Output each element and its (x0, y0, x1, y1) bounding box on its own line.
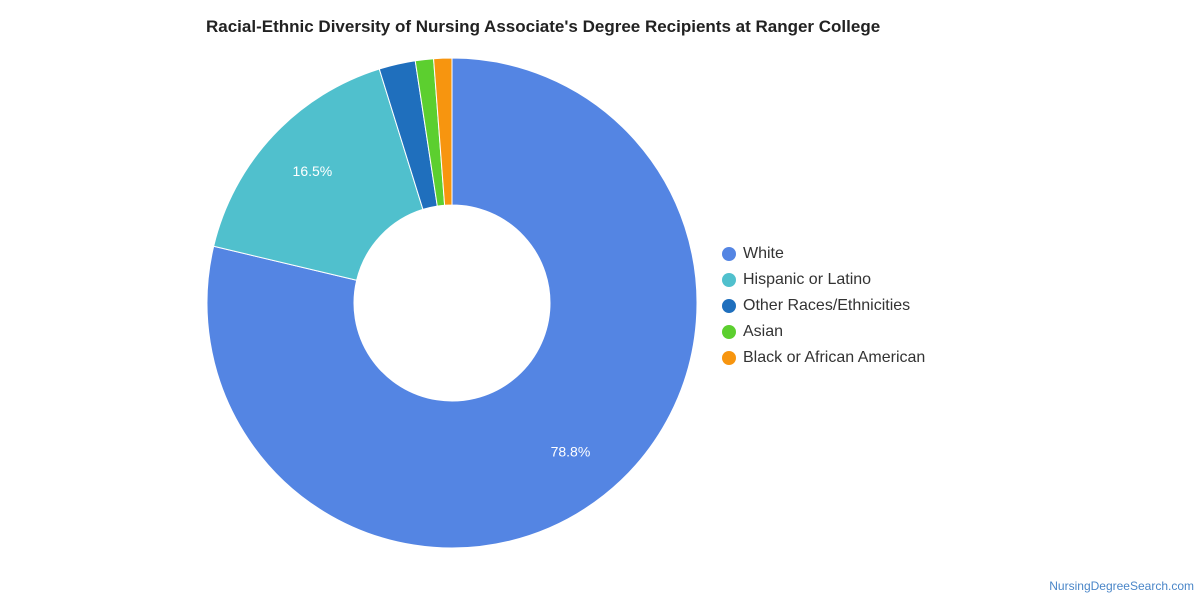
legend-swatch (722, 273, 736, 287)
legend-label: Hispanic or Latino (743, 271, 872, 288)
slice-white[interactable] (206, 57, 698, 549)
legend-label: Asian (743, 323, 784, 340)
legend-item[interactable]: Asian (722, 319, 925, 345)
legend-label: Other Races/Ethnicities (743, 297, 911, 314)
legend-item[interactable]: Hispanic or Latino (722, 267, 925, 293)
legend-swatch (722, 247, 736, 261)
legend-item[interactable]: Black or African American (722, 345, 925, 371)
data-label: 16.5% (293, 163, 333, 179)
legend-label: White (743, 245, 784, 262)
chart-legend: White Hispanic or Latino Other Races/Ethni… (722, 241, 925, 371)
legend-label: Black or African American (743, 349, 926, 366)
legend-item[interactable]: Other Races/Ethnicities (722, 293, 925, 319)
chart-title: Racial-Ethnic Diversity of Nursing Assoc… (206, 17, 881, 36)
legend-swatch (722, 299, 736, 313)
data-label: 78.8% (551, 444, 591, 460)
legend-swatch (722, 351, 736, 365)
slice-black-or-african-american[interactable] (433, 57, 453, 206)
legend-item[interactable]: White (722, 241, 925, 267)
legend-swatch (722, 325, 736, 339)
slice-hispanic-or-latino[interactable] (213, 68, 424, 281)
source-link[interactable]: NursingDegreeSearch.com (1049, 579, 1194, 593)
